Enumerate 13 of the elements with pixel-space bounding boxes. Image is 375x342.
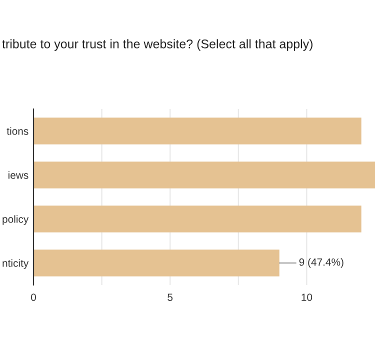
y-tick-label: policy [2,215,29,225]
chart-title: tribute to your trust in the website? (Select all that apply) [2,39,312,51]
y-tick-label: nticity [2,259,29,269]
y-tick-label: iews [8,171,28,179]
y-tick-label: tions [6,127,28,135]
data-label: 9 (47.4%) [299,258,344,268]
bar [34,206,362,232]
x-tick-label: 5 [168,294,173,301]
bar [34,250,280,276]
bar [34,162,375,188]
bar [34,118,362,144]
x-tick-label: 10 [302,294,312,301]
x-tick-label: 0 [31,294,36,301]
